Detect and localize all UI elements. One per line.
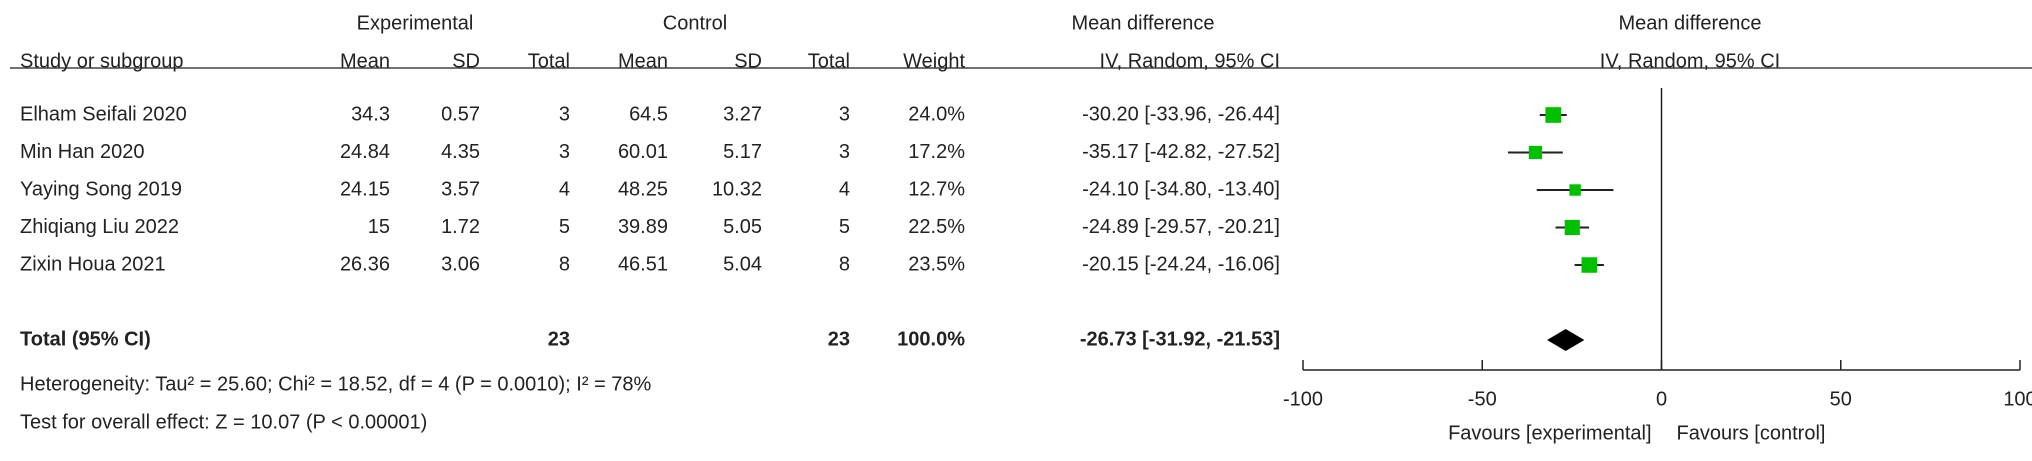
column-header: IV, Random, 95% CI (1600, 50, 1780, 72)
cell: 22.5% (908, 216, 965, 238)
effect-square (1528, 145, 1543, 160)
cell: 17.2% (908, 141, 965, 163)
x-label-left: Favours [experimental] (1448, 422, 1651, 444)
cell: 26.36 (340, 253, 390, 275)
cell: 23.5% (908, 253, 965, 275)
x-tick-label: -50 (1468, 388, 1497, 410)
study-name: Min Han 2020 (20, 141, 145, 163)
column-header: Weight (903, 50, 965, 72)
cell: 39.89 (618, 216, 668, 238)
cell: 0.57 (441, 103, 480, 125)
column-header: SD (734, 50, 762, 72)
cell: 5.17 (723, 141, 762, 163)
cell: 5 (839, 216, 850, 238)
cell: 60.01 (618, 141, 668, 163)
x-label-right: Favours [control] (1677, 422, 1826, 444)
effect-square (1581, 257, 1598, 273)
study-name: Zhiqiang Liu 2022 (20, 216, 179, 238)
cell: -24.89 [-29.57, -20.21] (1082, 216, 1280, 238)
study-name: Elham Seifali 2020 (20, 103, 187, 125)
group-header: Experimental (357, 12, 474, 34)
column-header: IV, Random, 95% CI (1100, 50, 1280, 72)
cell: 5.04 (723, 253, 762, 275)
cell: 5 (559, 216, 570, 238)
cell: 3 (839, 103, 850, 125)
cell: 24.0% (908, 103, 965, 125)
cell: 15 (368, 216, 390, 238)
cell: -24.10 [-34.80, -13.40] (1082, 178, 1280, 200)
cell: 3 (839, 141, 850, 163)
x-tick-label: 0 (1656, 388, 1667, 410)
column-header: Mean (618, 50, 668, 72)
cell: 3.06 (441, 253, 480, 275)
heterogeneity: Heterogeneity: Tau² = 25.60; Chi² = 18.5… (20, 373, 652, 395)
cell: 3.57 (441, 178, 480, 200)
total-name: Total (95% CI) (20, 328, 151, 350)
cell: 4 (839, 178, 850, 200)
cell: 4 (559, 178, 570, 200)
effect-square (1569, 184, 1581, 196)
column-header: SD (452, 50, 480, 72)
cell: -35.17 [-42.82, -27.52] (1082, 141, 1280, 163)
group-header: Mean difference (1618, 12, 1761, 34)
column-header: Total (808, 50, 850, 72)
effect-square (1564, 219, 1580, 236)
cell: 46.51 (618, 253, 668, 275)
effect-square (1545, 107, 1562, 123)
study-name: Yaying Song 2019 (20, 178, 182, 200)
cell: 24.84 (340, 141, 390, 163)
column-header: Total (528, 50, 570, 72)
cell: 10.32 (712, 178, 762, 200)
group-header: Control (663, 12, 727, 34)
total-diamond (1547, 329, 1585, 351)
total-cell: -26.73 [-31.92, -21.53] (1080, 328, 1280, 350)
cell: 34.3 (351, 103, 390, 125)
column-header: Mean (340, 50, 390, 72)
column-header: Study or subgroup (20, 50, 183, 72)
total-cell: 23 (828, 328, 850, 350)
group-header: Mean difference (1071, 12, 1214, 34)
total-cell: 23 (548, 328, 570, 350)
cell: 5.05 (723, 216, 762, 238)
study-name: Zixin Houa 2021 (20, 253, 166, 275)
cell: 64.5 (629, 103, 668, 125)
cell: 4.35 (441, 141, 480, 163)
cell: 24.15 (340, 178, 390, 200)
x-tick-label: 100 (2003, 388, 2032, 410)
x-tick-label: -100 (1283, 388, 1323, 410)
cell: 8 (839, 253, 850, 275)
total-cell: 100.0% (897, 328, 965, 350)
cell: 12.7% (908, 178, 965, 200)
cell: 1.72 (441, 216, 480, 238)
overall-effect: Test for overall effect: Z = 10.07 (P < … (20, 411, 427, 433)
cell: 3 (559, 103, 570, 125)
cell: 8 (559, 253, 570, 275)
cell: -30.20 [-33.96, -26.44] (1082, 103, 1280, 125)
cell: 3.27 (723, 103, 762, 125)
cell: 3 (559, 141, 570, 163)
cell: -20.15 [-24.24, -16.06] (1082, 253, 1280, 275)
cell: 48.25 (618, 178, 668, 200)
x-tick-label: 50 (1830, 388, 1852, 410)
